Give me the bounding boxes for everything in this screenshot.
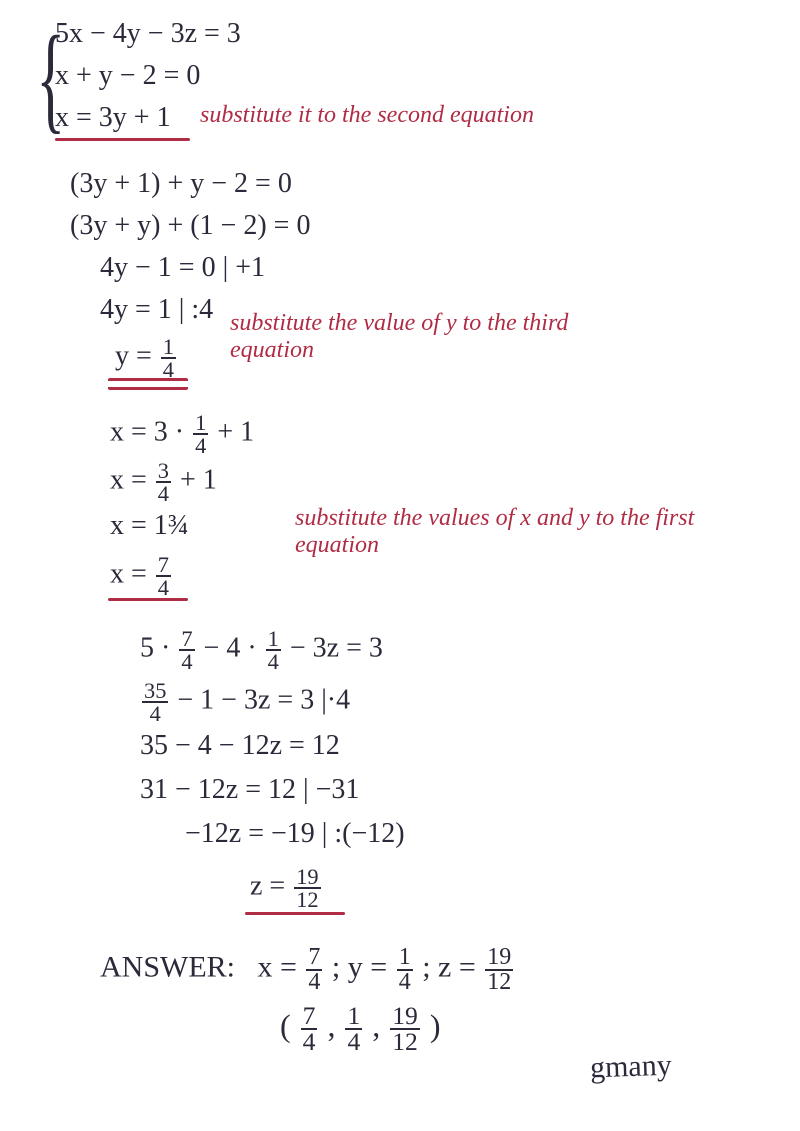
x2-post: + 1 [180, 465, 217, 496]
ans-x-frac: 7 4 [306, 946, 322, 994]
answer-line: ANSWER: x = 7 4 ; y = 1 4 ; z = 19 12 [100, 946, 515, 994]
z2-num: 35 [142, 680, 168, 703]
eq-2: x + y − 2 = 0 [55, 60, 200, 92]
answer-tuple: ( 7 4 , 1 4 , 19 12 ) [280, 1004, 441, 1055]
ans-y-pre: ; y = [332, 951, 387, 984]
t2d: 4 [345, 1030, 362, 1054]
x4-pre: x = [110, 559, 147, 590]
z6-num: 19 [294, 866, 320, 889]
ans-yn: 1 [397, 946, 413, 971]
z1-post: − 3z = 3 [290, 633, 383, 664]
x2-den: 4 [156, 483, 171, 504]
y-result: y = 1 4 [115, 336, 178, 381]
ans-yd: 4 [397, 971, 413, 994]
ans-z-pre: ; z = [422, 951, 476, 984]
eq-1: 5x − 4y − 3z = 3 [55, 18, 241, 50]
z2-den: 4 [148, 703, 163, 724]
y-step-3: 4y − 1 = 0 | +1 [100, 252, 265, 284]
x-step-2: x = 3 4 + 1 [110, 460, 217, 505]
ans-x-pre: x = [258, 951, 297, 984]
z2-frac: 35 4 [142, 680, 168, 725]
x4-frac: 7 4 [156, 554, 171, 599]
note-sub-first: substitute the values of x and y to the … [295, 505, 735, 559]
z1-frac2: 1 4 [266, 628, 281, 673]
tuple-f1: 7 4 [301, 1004, 318, 1055]
x-result: x = 7 4 [110, 554, 173, 599]
z1-frac1: 7 4 [179, 628, 194, 673]
tuple-f2: 1 4 [345, 1004, 362, 1055]
answer-label: ANSWER: [100, 951, 235, 984]
y-step-4: 4y = 1 | :4 [100, 294, 213, 326]
ans-zn: 19 [485, 946, 513, 971]
eq3-underline [55, 138, 190, 141]
x1-frac: 1 4 [193, 412, 208, 457]
x2-pre: x = [110, 465, 147, 496]
z-step-3: 35 − 4 − 12z = 12 [140, 730, 340, 762]
x-result-underline [108, 598, 188, 601]
x1-den: 4 [193, 435, 208, 456]
z-step-1: 5 · 7 4 − 4 · 1 4 − 3z = 3 [140, 628, 383, 673]
x-step-1: x = 3 · 1 4 + 1 [110, 412, 254, 457]
z6-frac: 19 12 [294, 866, 320, 911]
y-result-underline [108, 378, 188, 390]
tuple-close: ) [430, 1008, 441, 1044]
z1-f2n: 1 [266, 628, 281, 651]
ans-xn: 7 [306, 946, 322, 971]
tuple-f3: 19 12 [390, 1004, 420, 1055]
ans-y-frac: 1 4 [397, 946, 413, 994]
z-result: z = 19 12 [250, 866, 323, 911]
y-result-frac: 1 4 [161, 336, 176, 381]
z1-f1n: 7 [179, 628, 194, 651]
eq-3: x = 3y + 1 [55, 102, 171, 134]
x1-post: + 1 [217, 417, 254, 448]
ans-zd: 12 [485, 971, 513, 994]
z6-den: 12 [294, 889, 320, 910]
z6-pre: z = [250, 871, 285, 902]
ans-xd: 4 [306, 971, 322, 994]
t1d: 4 [301, 1030, 318, 1054]
tuple-c2: , [372, 1008, 380, 1044]
x2-num: 3 [156, 460, 171, 483]
y-frac-num: 1 [161, 336, 176, 359]
z1-f1d: 4 [179, 651, 194, 672]
z-step-2: 35 4 − 1 − 3z = 3 |·4 [140, 680, 350, 725]
x1-pre: x = 3 · [110, 417, 184, 448]
z-step-5: −12z = −19 | :(−12) [185, 818, 405, 850]
handwritten-page: { 5x − 4y − 3z = 3 x + y − 2 = 0 x = 3y … [0, 0, 800, 1131]
ans-z-frac: 19 12 [485, 946, 513, 994]
y-step-1: (3y + 1) + y − 2 = 0 [70, 168, 292, 200]
note-sub-third: substitute the value of y to the third e… [230, 310, 650, 364]
signature: gmany [589, 1049, 672, 1086]
z-step-4: 31 − 12z = 12 | −31 [140, 774, 359, 806]
y-result-lhs: y = [115, 341, 152, 372]
x4-den: 4 [156, 577, 171, 598]
z2-post: − 1 − 3z = 3 |·4 [177, 685, 350, 716]
x4-num: 7 [156, 554, 171, 577]
tuple-c1: , [327, 1008, 335, 1044]
x-step-3: x = 1¾ [110, 510, 189, 542]
z1-pre: 5 · [140, 633, 170, 664]
t3d: 12 [390, 1030, 420, 1054]
z-result-underline [245, 912, 345, 915]
x2-frac: 3 4 [156, 460, 171, 505]
x1-num: 1 [193, 412, 208, 435]
z1-mid: − 4 · [204, 633, 257, 664]
tuple-open: ( [280, 1008, 291, 1044]
note-sub-second: substitute it to the second equation [200, 102, 534, 129]
y-step-2: (3y + y) + (1 − 2) = 0 [70, 210, 310, 242]
z1-f2d: 4 [266, 651, 281, 672]
